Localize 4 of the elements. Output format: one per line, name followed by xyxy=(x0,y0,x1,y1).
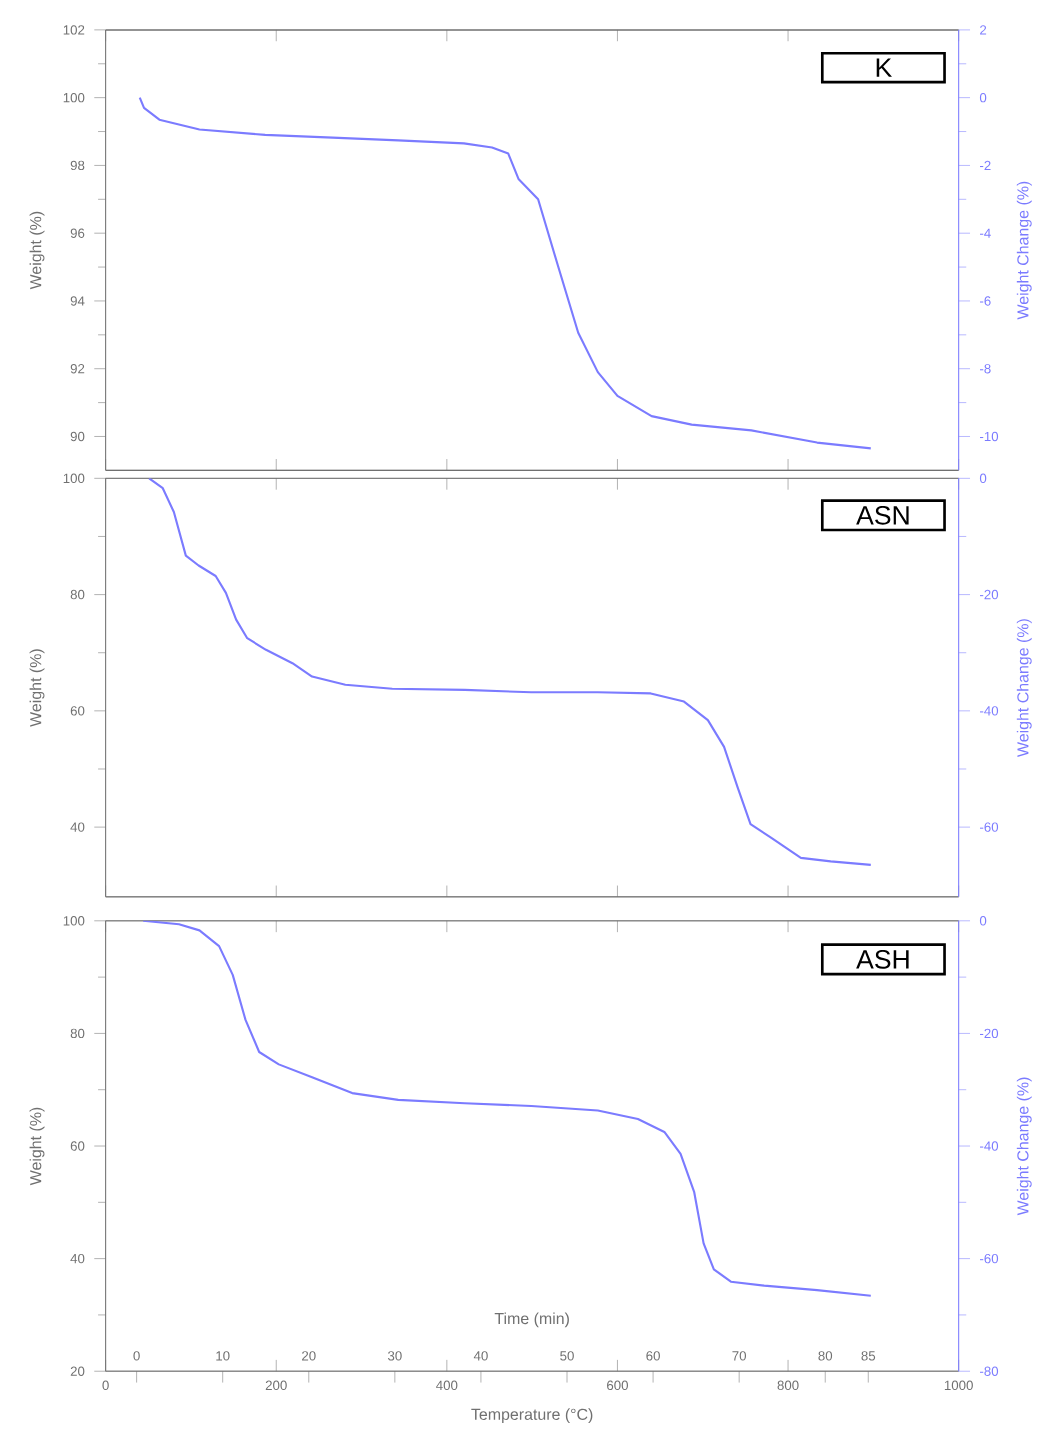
annotation: ASH xyxy=(855,949,909,969)
line-series xyxy=(138,96,872,450)
annotation: ASN xyxy=(855,505,909,525)
annotation: K xyxy=(876,58,892,77)
